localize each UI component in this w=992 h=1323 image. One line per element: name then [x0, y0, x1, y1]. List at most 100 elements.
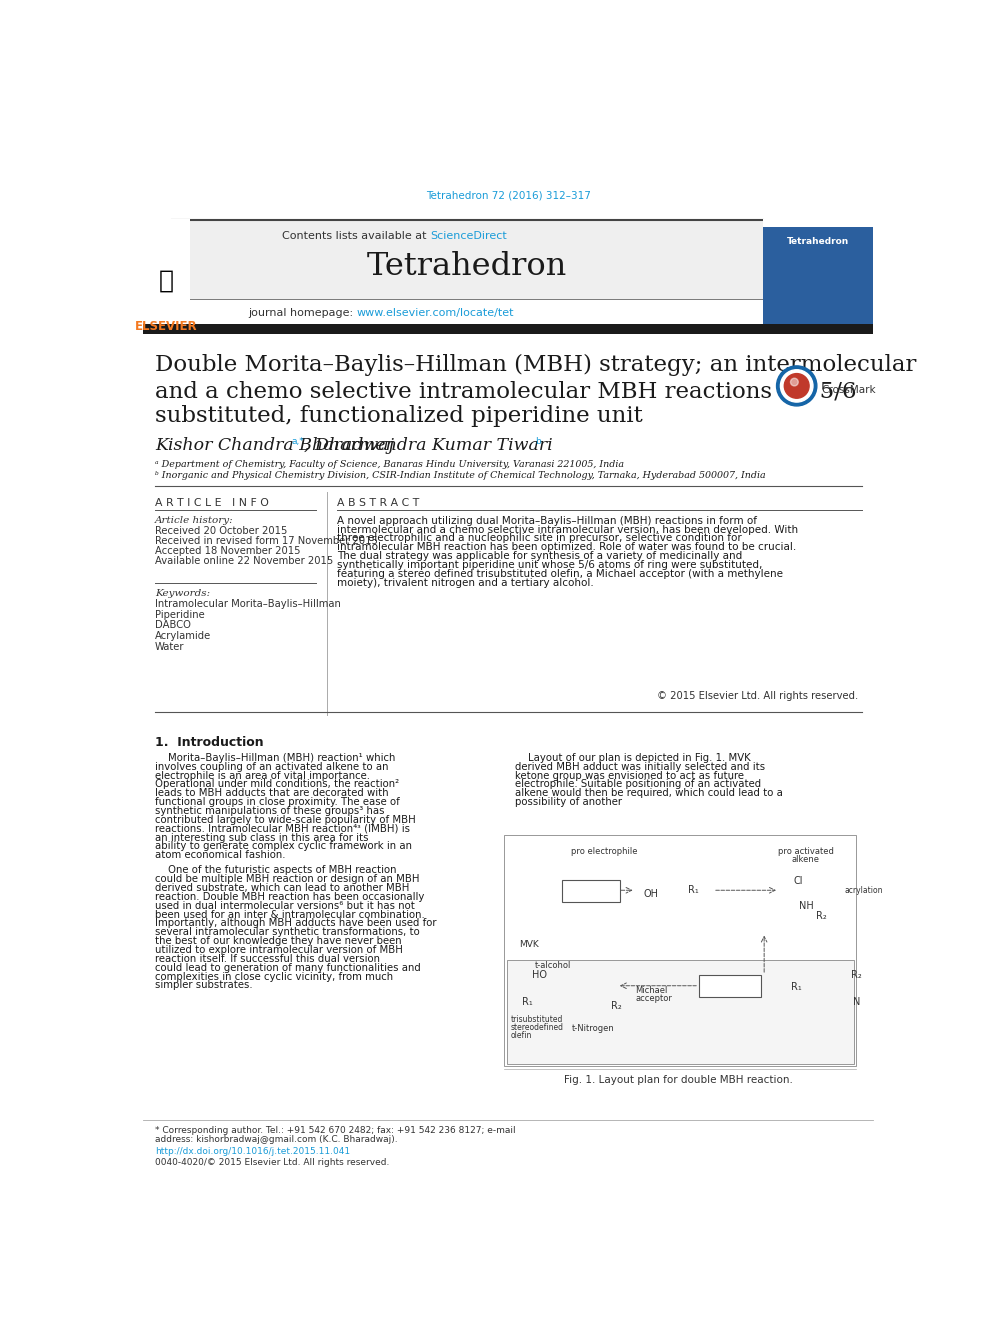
Text: Intramolecular Morita–Baylis–Hillman: Intramolecular Morita–Baylis–Hillman [155, 599, 341, 609]
Text: moiety), trivalent nitrogen and a tertiary alcohol.: moiety), trivalent nitrogen and a tertia… [337, 578, 594, 587]
Bar [763, 218, 873, 226]
Bar [144, 324, 873, 335]
Text: utilized to explore intramolecular version of MBH: utilized to explore intramolecular versi… [155, 945, 403, 955]
Text: synthetically important piperidine unit whose 5/6 atoms of ring were substituted: synthetically important piperidine unit … [337, 560, 763, 570]
Text: Intermolecular: Intermolecular [565, 889, 616, 896]
Text: Available online 22 November 2015: Available online 22 November 2015 [155, 557, 333, 566]
Circle shape [781, 369, 813, 402]
Text: Double Morita–Baylis–Hillman (MBH) strategy; an intermolecular: Double Morita–Baylis–Hillman (MBH) strat… [155, 355, 917, 376]
Text: leads to MBH adducts that are decorated with: leads to MBH adducts that are decorated … [155, 789, 389, 798]
Text: , Dharmendra Kumar Tiwari: , Dharmendra Kumar Tiwari [304, 437, 553, 454]
Circle shape [777, 366, 816, 406]
Text: several intramolecular synthetic transformations, to: several intramolecular synthetic transfo… [155, 927, 420, 937]
Text: Keywords:: Keywords: [155, 589, 210, 598]
Text: A novel approach utilizing dual Morita–Baylis–Hillman (MBH) reactions in form of: A novel approach utilizing dual Morita–B… [337, 516, 757, 525]
Bar [763, 218, 873, 335]
Text: HO: HO [532, 970, 547, 980]
Text: Kishor Chandra Bharadwaj: Kishor Chandra Bharadwaj [155, 437, 394, 454]
Text: intramolecular MBH reaction has been optimized. Role of water was found to be cr: intramolecular MBH reaction has been opt… [337, 542, 797, 552]
Text: Acrylamide: Acrylamide [155, 631, 211, 642]
Text: pro activated: pro activated [778, 847, 834, 856]
Text: acceptor: acceptor [636, 994, 673, 1003]
Circle shape [791, 378, 799, 386]
Text: t-alcohol: t-alcohol [535, 962, 571, 970]
Text: synthetic manipulations of these groups³ has: synthetic manipulations of these groups³… [155, 806, 385, 816]
Text: MBH: MBH [580, 894, 600, 904]
Text: reaction itself. If successful this dual version: reaction itself. If successful this dual… [155, 954, 380, 963]
Text: contributed largely to wide-scale popularity of MBH: contributed largely to wide-scale popula… [155, 815, 416, 824]
Text: ability to generate complex cyclic framework in an: ability to generate complex cyclic frame… [155, 841, 412, 852]
Bar [504, 835, 856, 1066]
Text: t-Nitrogen: t-Nitrogen [571, 1024, 614, 1033]
Text: address: kishorbradwaj@gmail.com (K.C. Bharadwaj).: address: kishorbradwaj@gmail.com (K.C. B… [155, 1135, 398, 1144]
Text: atom economical fashion.: atom economical fashion. [155, 851, 286, 860]
Text: R₁: R₁ [688, 885, 699, 896]
Text: * Corresponding author. Tel.: +91 542 670 2482; fax: +91 542 236 8127; e-mail: * Corresponding author. Tel.: +91 542 67… [155, 1126, 516, 1135]
Text: R₂: R₂ [851, 970, 862, 980]
Text: Operational under mild conditions, the reaction²: Operational under mild conditions, the r… [155, 779, 399, 790]
Circle shape [785, 373, 809, 398]
Text: ᵃ Department of Chemistry, Faculty of Science, Banaras Hindu University, Varanas: ᵃ Department of Chemistry, Faculty of Sc… [155, 460, 624, 468]
Text: electrophile. Suitable positioning of an activated: electrophile. Suitable positioning of an… [516, 779, 762, 790]
Text: MVK: MVK [519, 939, 539, 949]
Text: could be multiple MBH reaction or design of an MBH: could be multiple MBH reaction or design… [155, 875, 420, 884]
Text: Received in revised form 17 November 2015: Received in revised form 17 November 201… [155, 536, 378, 546]
Text: and a chemo selective intramolecular MBH reactions for 5/6: and a chemo selective intramolecular MBH… [155, 380, 857, 402]
Text: journal homepage:: journal homepage: [248, 308, 356, 318]
Text: reaction. Double MBH reaction has been occasionally: reaction. Double MBH reaction has been o… [155, 892, 425, 902]
Text: involves coupling of an activated alkene to an: involves coupling of an activated alkene… [155, 762, 389, 771]
Text: One of the futuristic aspects of MBH reaction: One of the futuristic aspects of MBH rea… [155, 865, 397, 876]
Bar [507, 960, 854, 1064]
Text: Contents lists available at: Contents lists available at [282, 230, 431, 241]
Text: simpler substrates.: simpler substrates. [155, 980, 253, 991]
Text: www.elsevier.com/locate/tet: www.elsevier.com/locate/tet [356, 308, 514, 318]
Text: b: b [535, 437, 541, 446]
Text: pro electrophile: pro electrophile [571, 847, 638, 856]
Text: R₁: R₁ [522, 998, 533, 1007]
Bar [144, 218, 189, 335]
Text: 1.  Introduction: 1. Introduction [155, 736, 264, 749]
Text: ketone group was envisioned to act as future: ketone group was envisioned to act as fu… [516, 770, 744, 781]
Text: Tetrahedron: Tetrahedron [787, 237, 849, 246]
Text: http://dx.doi.org/10.1016/j.tet.2015.11.041: http://dx.doi.org/10.1016/j.tet.2015.11.… [155, 1147, 350, 1156]
Text: 🌳: 🌳 [159, 269, 175, 292]
Text: Intramolecular: Intramolecular [704, 984, 756, 991]
Text: olefin: olefin [511, 1031, 532, 1040]
Text: been used for an inter & intramolecular combination.: been used for an inter & intramolecular … [155, 909, 425, 919]
Text: MBH: MBH [720, 990, 740, 999]
Text: ScienceDirect: ScienceDirect [431, 230, 507, 241]
Text: derived substrate, which can lead to another MBH: derived substrate, which can lead to ano… [155, 882, 410, 893]
Text: NH: NH [799, 901, 813, 910]
Text: Michael: Michael [636, 986, 668, 995]
Text: © 2015 Elsevier Ltd. All rights reserved.: © 2015 Elsevier Ltd. All rights reserved… [658, 691, 859, 701]
Text: used in dual intermolecular versions⁶ but it has not: used in dual intermolecular versions⁶ bu… [155, 901, 415, 910]
Text: acrylation: acrylation [845, 886, 883, 894]
Text: an interesting sub class in this area for its: an interesting sub class in this area fo… [155, 832, 368, 843]
Text: R₂: R₂ [611, 1000, 622, 1011]
Text: derived MBH adduct was initially selected and its: derived MBH adduct was initially selecte… [516, 762, 766, 771]
Text: alkene would then be required, which could lead to a: alkene would then be required, which cou… [516, 789, 784, 798]
Text: Layout of our plan is depicted in Fig. 1. MVK: Layout of our plan is depicted in Fig. 1… [516, 753, 751, 763]
Text: Water: Water [155, 642, 185, 652]
Text: Fig. 1. Layout plan for double MBH reaction.: Fig. 1. Layout plan for double MBH react… [563, 1076, 793, 1085]
Text: Piperidine: Piperidine [155, 610, 204, 619]
Text: electrophile is an area of vital importance.: electrophile is an area of vital importa… [155, 770, 370, 781]
Text: possibility of another: possibility of another [516, 796, 622, 807]
Text: Received 20 October 2015: Received 20 October 2015 [155, 527, 288, 536]
Bar [172, 221, 763, 299]
Text: CrossMark: CrossMark [821, 385, 876, 394]
Text: reactions. Intramolecular MBH reaction⁴ᶟ (IMBH) is: reactions. Intramolecular MBH reaction⁴ᶟ… [155, 824, 410, 833]
Text: Article history:: Article history: [155, 516, 234, 525]
Text: Tetrahedron 72 (2016) 312–317: Tetrahedron 72 (2016) 312–317 [426, 191, 591, 201]
Text: ELSEVIER: ELSEVIER [135, 320, 198, 333]
Text: Cl: Cl [794, 876, 803, 886]
Text: DABCO: DABCO [155, 620, 190, 630]
Text: stereodefined: stereodefined [511, 1023, 563, 1032]
Text: could lead to generation of many functionalities and: could lead to generation of many functio… [155, 963, 421, 972]
Text: featuring a stereo defined trisubstituted olefin, a Michael acceptor (with a met: featuring a stereo defined trisubstitute… [337, 569, 783, 578]
Text: alkene: alkene [792, 855, 820, 864]
Text: R₁: R₁ [792, 982, 803, 991]
Text: trisubstituted: trisubstituted [511, 1015, 563, 1024]
Text: OH: OH [644, 889, 659, 900]
Text: A R T I C L E   I N F O: A R T I C L E I N F O [155, 497, 269, 508]
